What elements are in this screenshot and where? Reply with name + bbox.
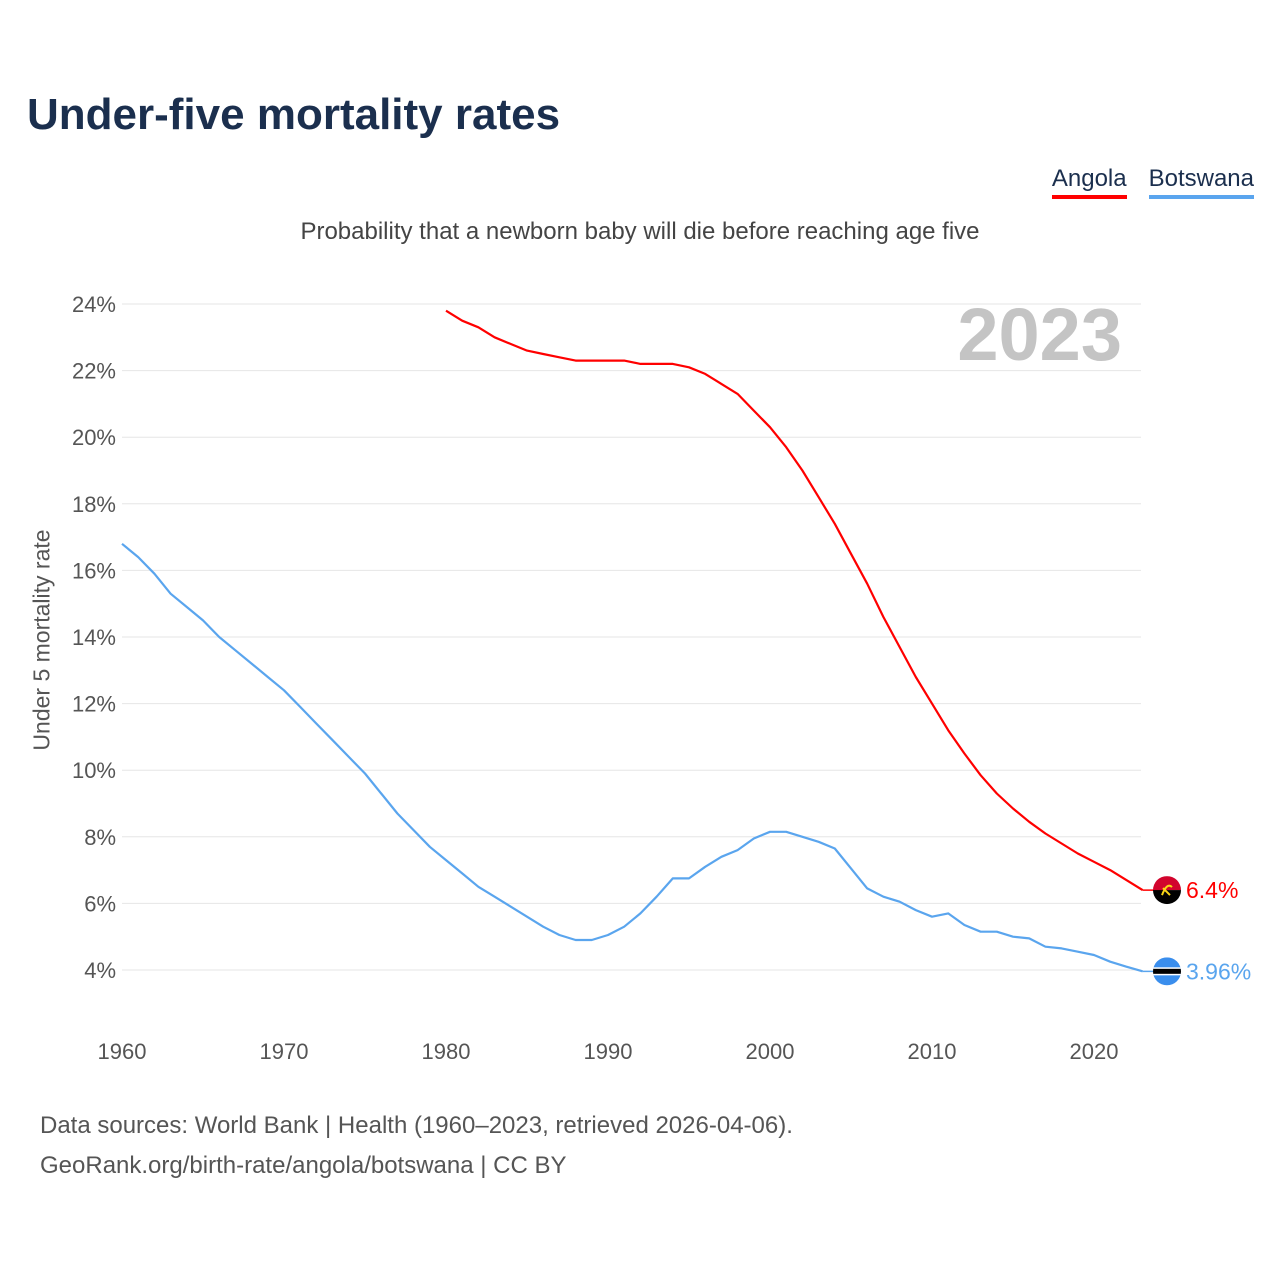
botswana-flag-icon	[1153, 957, 1181, 986]
series-line-angola	[445, 309, 1144, 892]
end-value-label-angola: 6.4%	[1186, 877, 1238, 903]
legend-item-botswana[interactable]: Botswana	[1148, 165, 1254, 199]
source-link[interactable]: GeoRank.org/birth-rate/angola/botswana |…	[40, 1152, 567, 1179]
y-tick-label: 16%	[72, 558, 116, 583]
chart-subtitle: Probability that a newborn baby will die…	[300, 218, 980, 245]
legend-item-angola[interactable]: Angola	[1051, 165, 1127, 199]
y-tick-label: 24%	[72, 292, 116, 317]
x-tick-label: 1990	[584, 1039, 633, 1064]
y-tick-label: 10%	[72, 758, 116, 783]
footer: Data sources: World Bank | Health (1960–…	[40, 1106, 793, 1186]
y-tick-label: 18%	[72, 492, 116, 517]
x-tick-label: 2000	[746, 1039, 795, 1064]
y-tick-label: 6%	[84, 891, 116, 916]
year-watermark: 2023	[957, 293, 1122, 376]
y-tick-label: 8%	[84, 825, 116, 850]
x-tick-label: 1960	[98, 1039, 147, 1064]
chart-title: Under-five mortality rates	[27, 90, 561, 139]
x-tick-label: 1970	[260, 1039, 309, 1064]
x-tick-label: 2020	[1070, 1039, 1119, 1064]
y-tick-label: 14%	[72, 625, 116, 650]
data-source-text: Data sources: World Bank | Health (1960–…	[40, 1112, 793, 1139]
angola-flag-icon	[1153, 876, 1181, 905]
x-tick-label: 1980	[422, 1039, 471, 1064]
end-value-label-botswana: 3.96%	[1186, 958, 1251, 984]
y-tick-label: 4%	[84, 958, 116, 983]
legend: Angola Botswana	[1051, 165, 1254, 199]
y-tick-label: 20%	[72, 425, 116, 450]
x-tick-label: 2010	[908, 1039, 957, 1064]
y-tick-label: 12%	[72, 692, 116, 717]
y-tick-label: 22%	[72, 359, 116, 384]
series-line-botswana	[121, 542, 1143, 973]
